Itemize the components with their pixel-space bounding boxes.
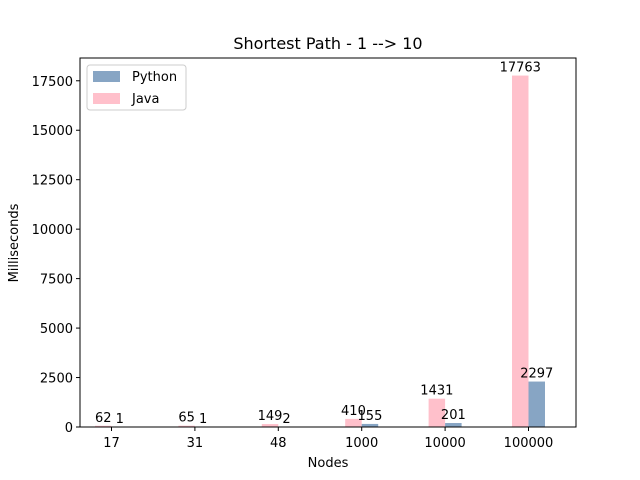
legend-swatch-java bbox=[93, 93, 120, 104]
data-label-java-48: 149 bbox=[258, 409, 283, 424]
x-tick-label-31: 31 bbox=[187, 436, 204, 451]
data-label-java-17: 62 bbox=[95, 411, 112, 426]
y-tick-label-10000: 10000 bbox=[32, 223, 73, 238]
chart-title: Shortest Path - 1 --> 10 bbox=[233, 34, 422, 53]
legend-swatch-python bbox=[93, 71, 120, 82]
legend-label-java: Java bbox=[131, 92, 159, 107]
y-tick-label-7500: 7500 bbox=[40, 273, 73, 288]
legend: Python Java bbox=[86, 64, 187, 111]
x-tick-label-1000: 1000 bbox=[345, 436, 378, 451]
bar-python-10000 bbox=[445, 423, 462, 427]
y-tick-label-0: 0 bbox=[65, 421, 73, 436]
x-axis-label: Nodes bbox=[308, 456, 349, 471]
data-label-python-1000: 155 bbox=[358, 409, 383, 424]
x-axis: 17 31 48 1000 10000 100000 bbox=[103, 427, 553, 451]
bar-java-48 bbox=[261, 424, 279, 427]
bar-python-1000 bbox=[361, 423, 379, 427]
y-axis: 0 2500 5000 7500 10000 12500 15000 17500 bbox=[32, 75, 80, 436]
data-label-python-10000: 201 bbox=[441, 408, 466, 423]
y-tick-label-2500: 2500 bbox=[40, 372, 73, 387]
x-tick-label-100000: 100000 bbox=[504, 436, 554, 451]
bar-python-100000 bbox=[528, 381, 545, 427]
data-label-java-100000: 17763 bbox=[500, 61, 541, 76]
data-label-python-100000: 2297 bbox=[520, 367, 553, 382]
plot-frame bbox=[79, 57, 577, 428]
y-tick-label-15000: 15000 bbox=[32, 124, 73, 139]
data-label-java-1000: 410 bbox=[341, 404, 366, 419]
y-tick-label-5000: 5000 bbox=[40, 322, 73, 337]
data-label-python-48: 2 bbox=[282, 412, 290, 427]
legend-label-python: Python bbox=[132, 70, 177, 85]
bar-java-100000 bbox=[512, 75, 529, 427]
bar-java-31 bbox=[178, 425, 195, 427]
x-tick-label-48: 48 bbox=[270, 436, 287, 451]
bars-group bbox=[95, 75, 545, 427]
bar-java-17 bbox=[95, 425, 112, 427]
y-tick-label-12500: 12500 bbox=[32, 174, 73, 189]
x-tick-label-17: 17 bbox=[103, 436, 120, 451]
data-label-python-31: 1 bbox=[199, 412, 207, 427]
bar-java-1000 bbox=[345, 418, 362, 427]
y-tick-label-17500: 17500 bbox=[32, 75, 73, 90]
y-axis-label: Milliseconds bbox=[7, 203, 22, 282]
data-label-java-10000: 1431 bbox=[420, 384, 453, 399]
data-label-python-17: 1 bbox=[116, 412, 124, 427]
bar-java-10000 bbox=[428, 398, 446, 427]
x-tick-label-10000: 10000 bbox=[424, 436, 465, 451]
data-label-java-31: 65 bbox=[178, 411, 195, 426]
